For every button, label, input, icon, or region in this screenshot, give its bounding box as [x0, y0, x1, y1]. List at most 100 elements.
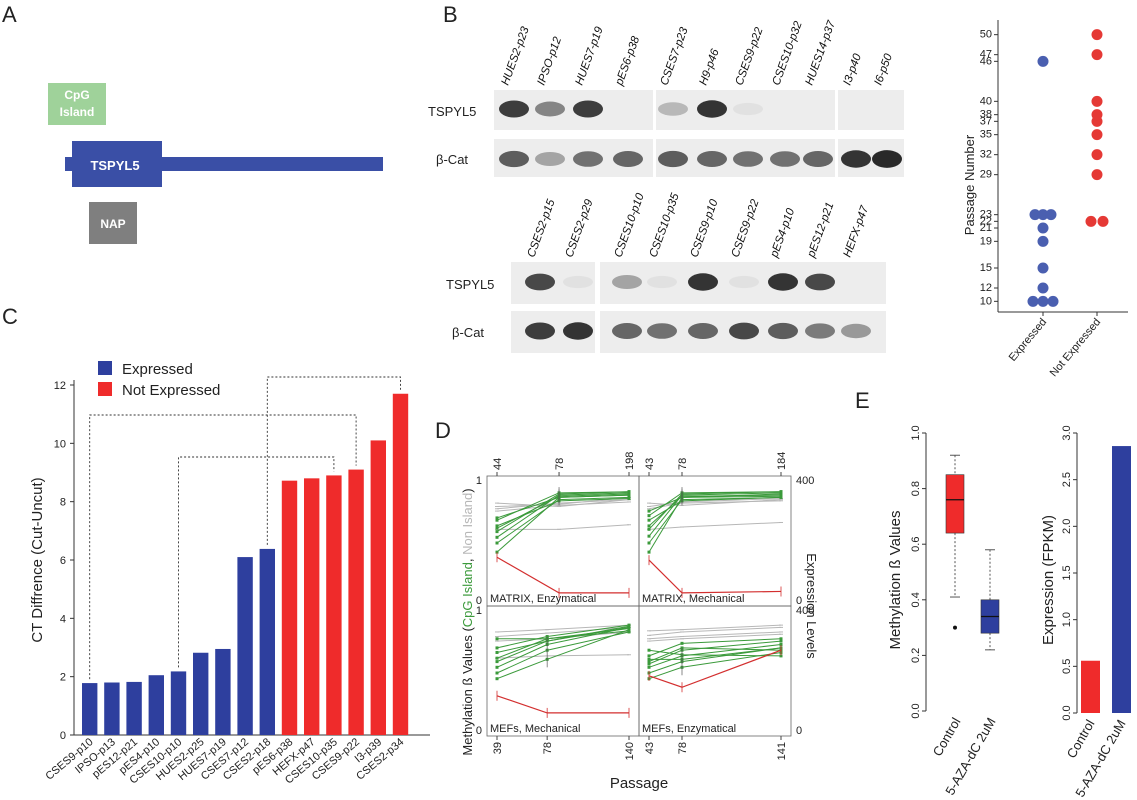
scatter-ytick-label: 38 — [980, 109, 992, 121]
paneld-cpg-marker — [495, 646, 499, 650]
paneld-bottom-tick-label: 43 — [644, 742, 656, 754]
blot1-bcat-band-7 — [770, 151, 800, 167]
paneld-right-tick-label: 400 — [796, 605, 814, 617]
paneld-cpg-marker — [495, 665, 499, 669]
barc-ytick-label: 2 — [60, 672, 66, 684]
paneld-ylabel-sep: , — [460, 555, 475, 562]
blot1-lane-label: H9-p46 — [698, 47, 722, 87]
blot1-bcat-band-4 — [658, 150, 688, 168]
blot2-row-label-tspyl5: TSPYL5 — [446, 277, 494, 292]
blot1-lane-label: HUES2-p23 — [500, 25, 532, 87]
barc-legend: Expressed Not Expressed — [98, 361, 220, 399]
bare-ytick-label: 2.0 — [1061, 519, 1073, 534]
barc-ytick-label: 12 — [54, 380, 66, 392]
panel-label-d: D — [435, 418, 451, 443]
barc-ylabel: CT Diffrence (Cut-Uncut) — [29, 477, 46, 642]
paneld-cpg-marker — [495, 650, 499, 654]
blot2-tspyl5-band-4 — [688, 273, 718, 291]
paneld-cpg-marker — [495, 541, 499, 545]
blot1-bcat-band-3 — [613, 151, 643, 167]
paneld-cpg-marker — [680, 641, 684, 645]
blot2-tspyl5-band-5 — [729, 275, 759, 289]
ct-difference-chart: CT Diffrence (Cut-Uncut) 0 2 4 6 8 10 12 CSES9… — [29, 361, 430, 787]
blot2-bcat-band-0 — [525, 322, 555, 340]
paneld-subplot-frame — [638, 605, 792, 737]
barc-bar — [170, 671, 187, 735]
paneld-top-tick-label: 198 — [624, 452, 636, 470]
bare-ytick-label: 3.0 — [1061, 425, 1073, 440]
scatter-points — [1027, 29, 1109, 307]
paneld-cpg-marker — [647, 534, 651, 538]
scatter-point-not-expressed — [1091, 169, 1103, 181]
paneld-cpg-marker — [779, 490, 783, 494]
blot2-lane-label: CSES2-p29 — [564, 197, 596, 259]
paneld-cpg-marker — [647, 527, 651, 531]
blot-strips — [494, 90, 904, 353]
barc-bar — [104, 682, 120, 735]
cpg-label-line1: CpG — [64, 88, 89, 102]
bare-bar — [1081, 660, 1100, 713]
paneld-xlabel: Passage — [610, 775, 668, 792]
paneld-subplot: MEFs, Enzymatical 43 78 141 — [638, 605, 792, 760]
boxe-category-label: Control — [930, 715, 964, 759]
paneld-expression-line — [648, 559, 782, 594]
blot2-bcat-band-4 — [688, 323, 718, 339]
paneld-ylabel-part1: Methylation ß Values ( — [460, 627, 475, 756]
paneld-bottom-tick-label: 141 — [776, 742, 788, 760]
paneld-left-tick-label: 1 — [476, 605, 482, 617]
barc-bar — [259, 548, 275, 735]
paneld-cpg-marker — [495, 656, 499, 660]
gene-label: TSPYL5 — [90, 158, 139, 173]
paneld-cpg-marker — [627, 627, 631, 631]
blot2-lane-label: CSES2-p15 — [526, 197, 558, 259]
blot2-bcat-band-2 — [612, 323, 642, 339]
paneld-cpg-marker — [647, 518, 651, 522]
paneld-cpg-marker — [647, 541, 651, 545]
paneld-subplot-label: MEFs, Mechanical — [490, 723, 580, 735]
barc-x-tick-labels: CSES9-p10IPSO-p13pES12-p21pES4-p10CSES10… — [43, 736, 406, 786]
paneld-right-tick-label: 0 — [796, 595, 802, 607]
scatter-point-not-expressed — [1085, 215, 1097, 227]
bare-bar — [1112, 446, 1131, 713]
boxe-ytick-label: 0.0 — [910, 703, 922, 718]
paneld-cpg-marker — [495, 526, 499, 530]
blot2-lane-label: pES4-p10 — [768, 206, 797, 260]
panel-label-a: A — [2, 2, 17, 27]
scatter-point-expressed — [1037, 55, 1049, 67]
paneld-cpg-marker — [647, 662, 651, 666]
blot1-bcat-band-9 — [841, 150, 871, 168]
scatter-point-expressed — [1037, 209, 1049, 221]
blot1-tspyl5-band-1 — [535, 101, 565, 117]
bare-ytick-label: 1.5 — [1061, 565, 1073, 580]
paneld-cpg-marker — [495, 660, 499, 664]
paneld-cpg-marker — [779, 494, 783, 498]
blot1-bcat-band-6 — [733, 151, 763, 167]
paneld-bottom-tick-label: 140 — [624, 742, 636, 760]
paneld-cpg-marker — [495, 535, 499, 539]
blot1-tspyl5-band-5 — [697, 100, 727, 118]
cpg-label-line2: Island — [60, 105, 95, 119]
paneld-top-tick-label: 44 — [492, 458, 504, 470]
scatter-ytick-label: 50 — [980, 29, 992, 41]
boxe-ytick-label: 1.0 — [910, 425, 922, 440]
barc-ytick-label: 10 — [54, 438, 66, 450]
blot2-tspyl5-band-7 — [805, 273, 835, 291]
paneld-cpg-marker — [495, 524, 499, 528]
boxe-ytick-label: 0.8 — [910, 481, 922, 496]
paneld-top-tick-label: 184 — [776, 452, 788, 470]
scatter-ytick-label: 29 — [980, 169, 992, 181]
scatter-ytick-label: 19 — [980, 235, 992, 247]
blot1-lane-label: I3-p40 — [842, 52, 865, 87]
paneld-cpg-marker — [627, 497, 631, 501]
blot2-bcat-band-1 — [563, 322, 593, 340]
scatter-point-not-expressed — [1091, 49, 1103, 61]
paneld-cpg-marker — [495, 550, 499, 554]
gene-schematic: CpG Island TSPYL5 NAP — [48, 83, 383, 244]
tspyl5-exon-box — [72, 141, 162, 187]
blot1-bcat-band-0 — [499, 150, 529, 168]
scatter-point-expressed — [1029, 209, 1041, 221]
scatter-point-expressed — [1045, 209, 1057, 221]
paneld-left-tick-label: 1 — [476, 475, 482, 487]
